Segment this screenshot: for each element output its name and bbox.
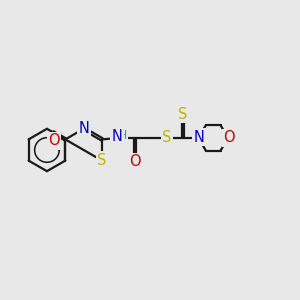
Text: N: N (79, 121, 90, 136)
Text: O: O (48, 133, 60, 148)
Text: O: O (224, 130, 235, 146)
Text: N: N (112, 129, 122, 144)
Text: O: O (130, 154, 141, 169)
Text: H: H (117, 129, 127, 142)
Text: S: S (97, 152, 107, 167)
Text: S: S (178, 107, 188, 122)
Text: N: N (194, 130, 205, 145)
Text: S: S (162, 130, 172, 146)
